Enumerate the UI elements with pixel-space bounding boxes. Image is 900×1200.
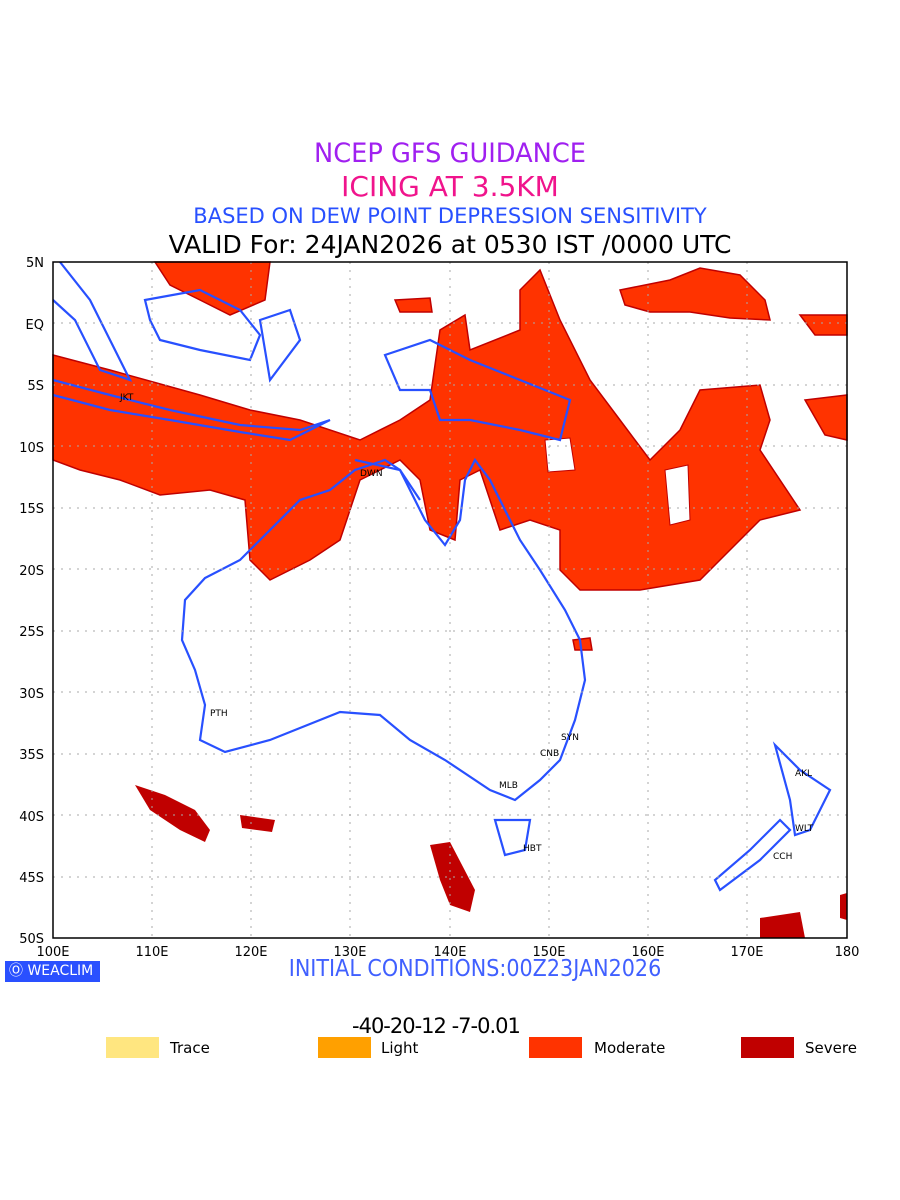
legend-label-moderate: Moderate (594, 1039, 666, 1057)
title-line-1: NCEP GFS GUIDANCE (314, 138, 586, 169)
icing-severe (135, 785, 847, 938)
legend-label-severe: Severe (805, 1039, 857, 1057)
svg-text:170E: 170E (730, 945, 763, 960)
svg-text:CNB: CNB (540, 749, 559, 759)
lat-labels: 5N EQ 5S 10S 15S 20S 25S 30S 35S 40S 45S 50S (19, 256, 44, 947)
svg-text:150E: 150E (532, 945, 565, 960)
svg-text:40S: 40S (19, 810, 44, 825)
city-labels: JKT DWN PTH SYN CNB MLB HBT AKL WLT CCH (119, 393, 814, 862)
title-line-3: BASED ON DEW POINT DEPRESSION SENSITIVIT… (193, 204, 707, 228)
svg-text:CCH: CCH (773, 852, 792, 862)
title-line-2: ICING AT 3.5KM (341, 170, 559, 203)
legend-swatch-severe (741, 1037, 794, 1058)
coastlines (52, 261, 832, 892)
icing-holes (544, 437, 691, 526)
svg-text:180: 180 (835, 945, 860, 960)
initial-conditions: INITIAL CONDITIONS:00Z23JAN2026 (288, 956, 662, 982)
legend-swatch-light (318, 1037, 371, 1058)
legend-swatch-trace (106, 1037, 159, 1058)
svg-text:5S: 5S (27, 379, 44, 394)
svg-text:110E: 110E (135, 945, 168, 960)
colorbar-labels: -40-20-12 -7-0.01 (352, 1014, 521, 1038)
valid-time: VALID For: 24JAN2026 at 0530 IST /0000 U… (168, 230, 732, 259)
svg-text:SYN: SYN (561, 733, 579, 743)
svg-text:130E: 130E (333, 945, 366, 960)
svg-text:10S: 10S (19, 441, 44, 456)
svg-text:WLT: WLT (795, 824, 814, 834)
icing-map: 5N EQ 5S 10S 15S 20S 25S 30S 35S 40S 45S 50S 1… (19, 256, 859, 960)
svg-text:DWN: DWN (360, 469, 383, 479)
legend-swatch-moderate (529, 1037, 582, 1058)
svg-text:EQ: EQ (26, 318, 44, 333)
legend-label-trace: Trace (170, 1039, 210, 1057)
legend-label-light: Light (381, 1039, 419, 1057)
svg-text:5N: 5N (26, 256, 44, 271)
svg-text:45S: 45S (19, 871, 44, 886)
svg-text:120E: 120E (234, 945, 267, 960)
lon-labels: 100E 110E 120E 130E 140E 150E 160E 170E 180 (36, 945, 859, 960)
grid (53, 262, 847, 938)
svg-text:50S: 50S (19, 932, 44, 947)
svg-text:100E: 100E (36, 945, 69, 960)
svg-text:JKT: JKT (119, 393, 134, 403)
svg-text:AKL: AKL (795, 769, 812, 779)
svg-text:20S: 20S (19, 564, 44, 579)
svg-text:30S: 30S (19, 687, 44, 702)
svg-text:160E: 160E (631, 945, 664, 960)
svg-text:PTH: PTH (210, 709, 228, 719)
svg-text:HBT: HBT (523, 844, 542, 854)
svg-text:15S: 15S (19, 502, 44, 517)
svg-text:140E: 140E (433, 945, 466, 960)
svg-text:25S: 25S (19, 625, 44, 640)
weaclim-logo: Ⓞ WEACLIM (5, 961, 100, 982)
map-frame (52, 261, 848, 939)
svg-text:35S: 35S (19, 748, 44, 763)
svg-text:MLB: MLB (499, 781, 518, 791)
